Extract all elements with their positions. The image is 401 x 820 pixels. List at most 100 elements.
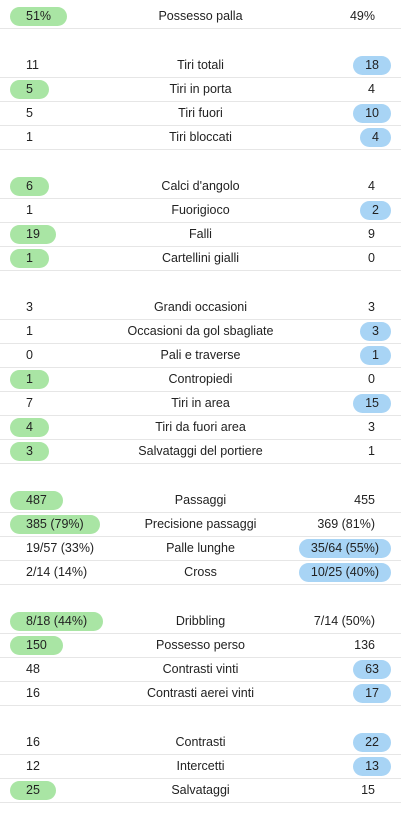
away-value: 0: [368, 251, 375, 265]
home-value: 5: [10, 80, 49, 99]
home-value: 150: [10, 636, 63, 655]
stat-group: Grandi occasioni 3 3 Occasioni da gol sbagl…: [0, 296, 401, 464]
away-value: 136: [354, 638, 375, 652]
stat-row: Possesso perso 150 136: [0, 634, 401, 658]
stat-row: Fuorigioco 1 2: [0, 199, 401, 223]
stat-row: Falli 19 9: [0, 223, 401, 247]
stat-row: Cross 2/14 (14%) 10/25 (40%): [0, 561, 401, 585]
stat-row: Tiri da fuori area 4 3: [0, 416, 401, 440]
away-value: 9: [368, 227, 375, 241]
stat-group: Calci d'angolo 6 4 Fuorigioco 1 2 Falli 19 9 Cart…: [0, 175, 401, 271]
home-value: 1: [10, 249, 49, 268]
away-value: 10: [353, 104, 391, 123]
stat-row: Precisione passaggi 385 (79%) 369 (81%): [0, 513, 401, 537]
home-value: 1: [10, 370, 49, 389]
away-value: 4: [368, 179, 375, 193]
away-value: 49%: [349, 9, 375, 23]
stat-label: Possesso palla: [158, 9, 243, 23]
away-value: 1: [360, 346, 391, 365]
stat-row: Intercetti 12 13: [0, 755, 401, 779]
stat-label: Passaggi: [174, 493, 227, 507]
stat-row: Contrasti vinti 48 63: [0, 658, 401, 682]
stat-label: Contrasti: [175, 735, 226, 749]
stat-row: Contropiedi 1 0: [0, 368, 401, 392]
away-value: 0: [368, 372, 375, 386]
home-value: 12: [26, 759, 40, 773]
home-value: 19/57 (33%): [26, 541, 95, 555]
stat-row: Salvataggi 25 15: [0, 779, 401, 803]
stat-row: Grandi occasioni 3 3: [0, 296, 401, 320]
stat-label: Occasioni da gol sbagliate: [127, 324, 274, 338]
home-value: 19: [10, 225, 56, 244]
stat-label: Possesso perso: [156, 638, 245, 652]
home-value: 5: [26, 106, 33, 120]
home-value: 1: [26, 324, 33, 338]
stat-label: Tiri da fuori area: [155, 420, 246, 434]
stat-label: Intercetti: [176, 759, 225, 773]
away-value: 3: [360, 322, 391, 341]
stat-label: Salvataggi: [171, 783, 230, 797]
home-value: 11: [26, 58, 39, 72]
away-value: 3: [368, 420, 375, 434]
home-value: 2/14 (14%): [26, 565, 88, 579]
stat-label: Falli: [189, 227, 212, 241]
stat-row: Dribbling 8/18 (44%) 7/14 (50%): [0, 610, 401, 634]
home-value: 25: [10, 781, 56, 800]
away-value: 15: [361, 783, 375, 797]
stat-label: Precisione passaggi: [144, 517, 257, 531]
home-value: 51%: [10, 7, 68, 26]
stat-row: Contrasti aerei vinti 16 17: [0, 682, 401, 706]
home-value: 3: [26, 300, 33, 314]
home-value: 8/18 (44%): [10, 612, 104, 631]
away-value: 4: [360, 128, 391, 147]
home-value: 1: [26, 130, 33, 144]
away-value: 4: [368, 82, 375, 96]
home-value: 48: [26, 662, 40, 676]
stat-label: Calci d'angolo: [161, 179, 240, 193]
away-value: 18: [353, 56, 391, 75]
stat-row: Tiri in porta 5 4: [0, 78, 401, 102]
home-value: 0: [26, 348, 33, 362]
stat-label: Salvataggi del portiere: [138, 444, 263, 458]
home-value: 16: [26, 735, 40, 749]
home-value: 16: [26, 686, 40, 700]
stat-row: Tiri fuori 5 10: [0, 102, 401, 126]
stat-row: Palle lunghe 19/57 (33%) 35/64 (55%): [0, 537, 401, 561]
stat-label: Tiri bloccati: [169, 130, 232, 144]
stat-label: Grandi occasioni: [153, 300, 248, 314]
stat-row: Cartellini gialli 1 0: [0, 247, 401, 271]
away-value: 369 (81%): [317, 517, 375, 531]
away-value: 3: [368, 300, 375, 314]
stat-group: Possesso palla 51% 49%: [0, 5, 401, 29]
stat-label: Tiri in area: [171, 396, 230, 410]
stat-label: Tiri in porta: [169, 82, 232, 96]
stat-label: Pali e traverse: [160, 348, 241, 362]
stat-row: Calci d'angolo 6 4: [0, 175, 401, 199]
stat-row: Pali e traverse 0 1: [0, 344, 401, 368]
stat-label: Tiri fuori: [178, 106, 223, 120]
home-value: 385 (79%): [10, 515, 100, 534]
stat-row: Contrasti 16 22: [0, 731, 401, 755]
stat-label: Contrasti vinti: [162, 662, 239, 676]
home-value: 4: [10, 418, 49, 437]
stat-row: Tiri in area 7 15: [0, 392, 401, 416]
away-value: 15: [353, 394, 391, 413]
stat-row: Salvataggi del portiere 3 1: [0, 440, 401, 464]
stat-label: Dribbling: [175, 614, 226, 628]
stat-label: Cross: [184, 565, 217, 579]
stat-label: Contropiedi: [168, 372, 233, 386]
away-value: 22: [353, 733, 391, 752]
stat-group: Contrasti 16 22 Intercetti 12 13 Salvataggi 25 1…: [0, 731, 401, 803]
home-value: 1: [26, 203, 33, 217]
away-value: 455: [354, 493, 375, 507]
stat-row: Possesso palla 51% 49%: [0, 5, 401, 29]
stat-row: Occasioni da gol sbagliate 1 3: [0, 320, 401, 344]
home-value: 3: [10, 442, 49, 461]
stat-row: Passaggi 487 455: [0, 489, 401, 513]
away-value: 13: [353, 757, 391, 776]
home-value: 7: [26, 396, 33, 410]
away-value: 1: [368, 444, 375, 458]
away-value: 10/25 (40%): [298, 563, 391, 582]
away-value: 17: [353, 684, 391, 703]
